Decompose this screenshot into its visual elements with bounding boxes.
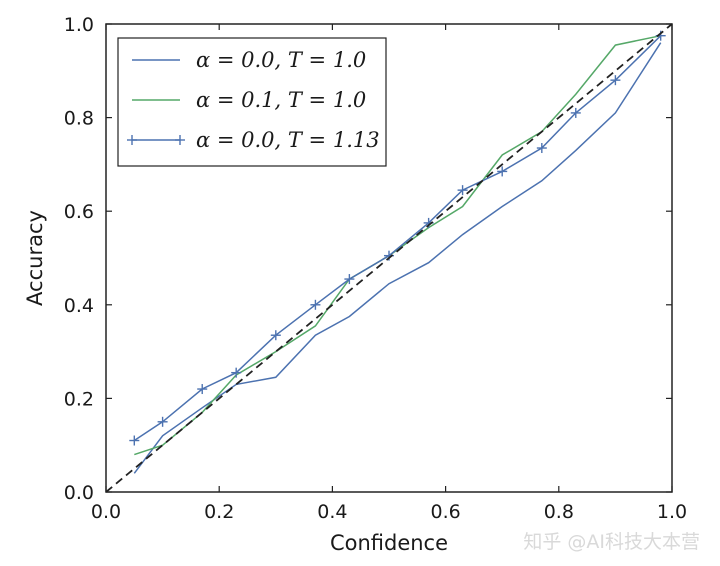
legend: α = 0.0, T = 1.0 α = 0.1, T = 1.0 α = 0.0,… <box>117 37 387 167</box>
plus-marker <box>231 367 242 378</box>
y-tick-label: 0.0 <box>64 482 94 504</box>
y-tick-label: 1.0 <box>64 14 94 36</box>
plus-marker <box>270 330 281 341</box>
x-tick-label: 0.2 <box>204 501 234 523</box>
y-axis-label: Accuracy <box>23 210 47 306</box>
plus-marker <box>157 416 168 427</box>
plus-marker <box>570 107 581 118</box>
plus-marker <box>457 185 468 196</box>
legend-entry: α = 0.0, T = 1.13 <box>127 128 380 152</box>
x-tick-label: 0.8 <box>544 501 574 523</box>
legend-label: α = 0.1, T = 1.0 <box>196 88 366 112</box>
plus-marker <box>610 75 621 86</box>
x-axis-label: Confidence <box>330 531 448 555</box>
x-tick-label: 0.0 <box>91 501 121 523</box>
y-tick-label: 0.4 <box>64 295 94 317</box>
x-tick-label: 1.0 <box>657 501 687 523</box>
plus-marker <box>310 299 321 310</box>
y-tick-label: 0.6 <box>64 201 94 223</box>
plus-marker <box>536 143 547 154</box>
series-layer <box>105 23 673 493</box>
series-line-3 <box>105 23 673 493</box>
y-tick-label: 0.8 <box>64 108 94 130</box>
plus-marker <box>497 166 508 177</box>
axis-ticks: 0.0 0.2 0.4 0.6 0.8 1.0 0.0 0.2 0.4 0.6 0.8 1.0 <box>64 14 687 523</box>
legend-entry: α = 0.0, T = 1.0 <box>132 48 366 72</box>
legend-label: α = 0.0, T = 1.0 <box>196 48 366 72</box>
plus-marker <box>197 384 208 395</box>
x-tick-label: 0.4 <box>317 501 347 523</box>
y-tick-label: 0.2 <box>64 388 94 410</box>
plus-marker <box>129 435 140 446</box>
plus-marker <box>344 274 355 285</box>
x-tick-label: 0.6 <box>430 501 460 523</box>
legend-entry: α = 0.1, T = 1.0 <box>132 88 366 112</box>
watermark-text: 知乎 @AI科技大本营 <box>523 531 700 553</box>
legend-label: α = 0.0, T = 1.13 <box>196 128 380 152</box>
